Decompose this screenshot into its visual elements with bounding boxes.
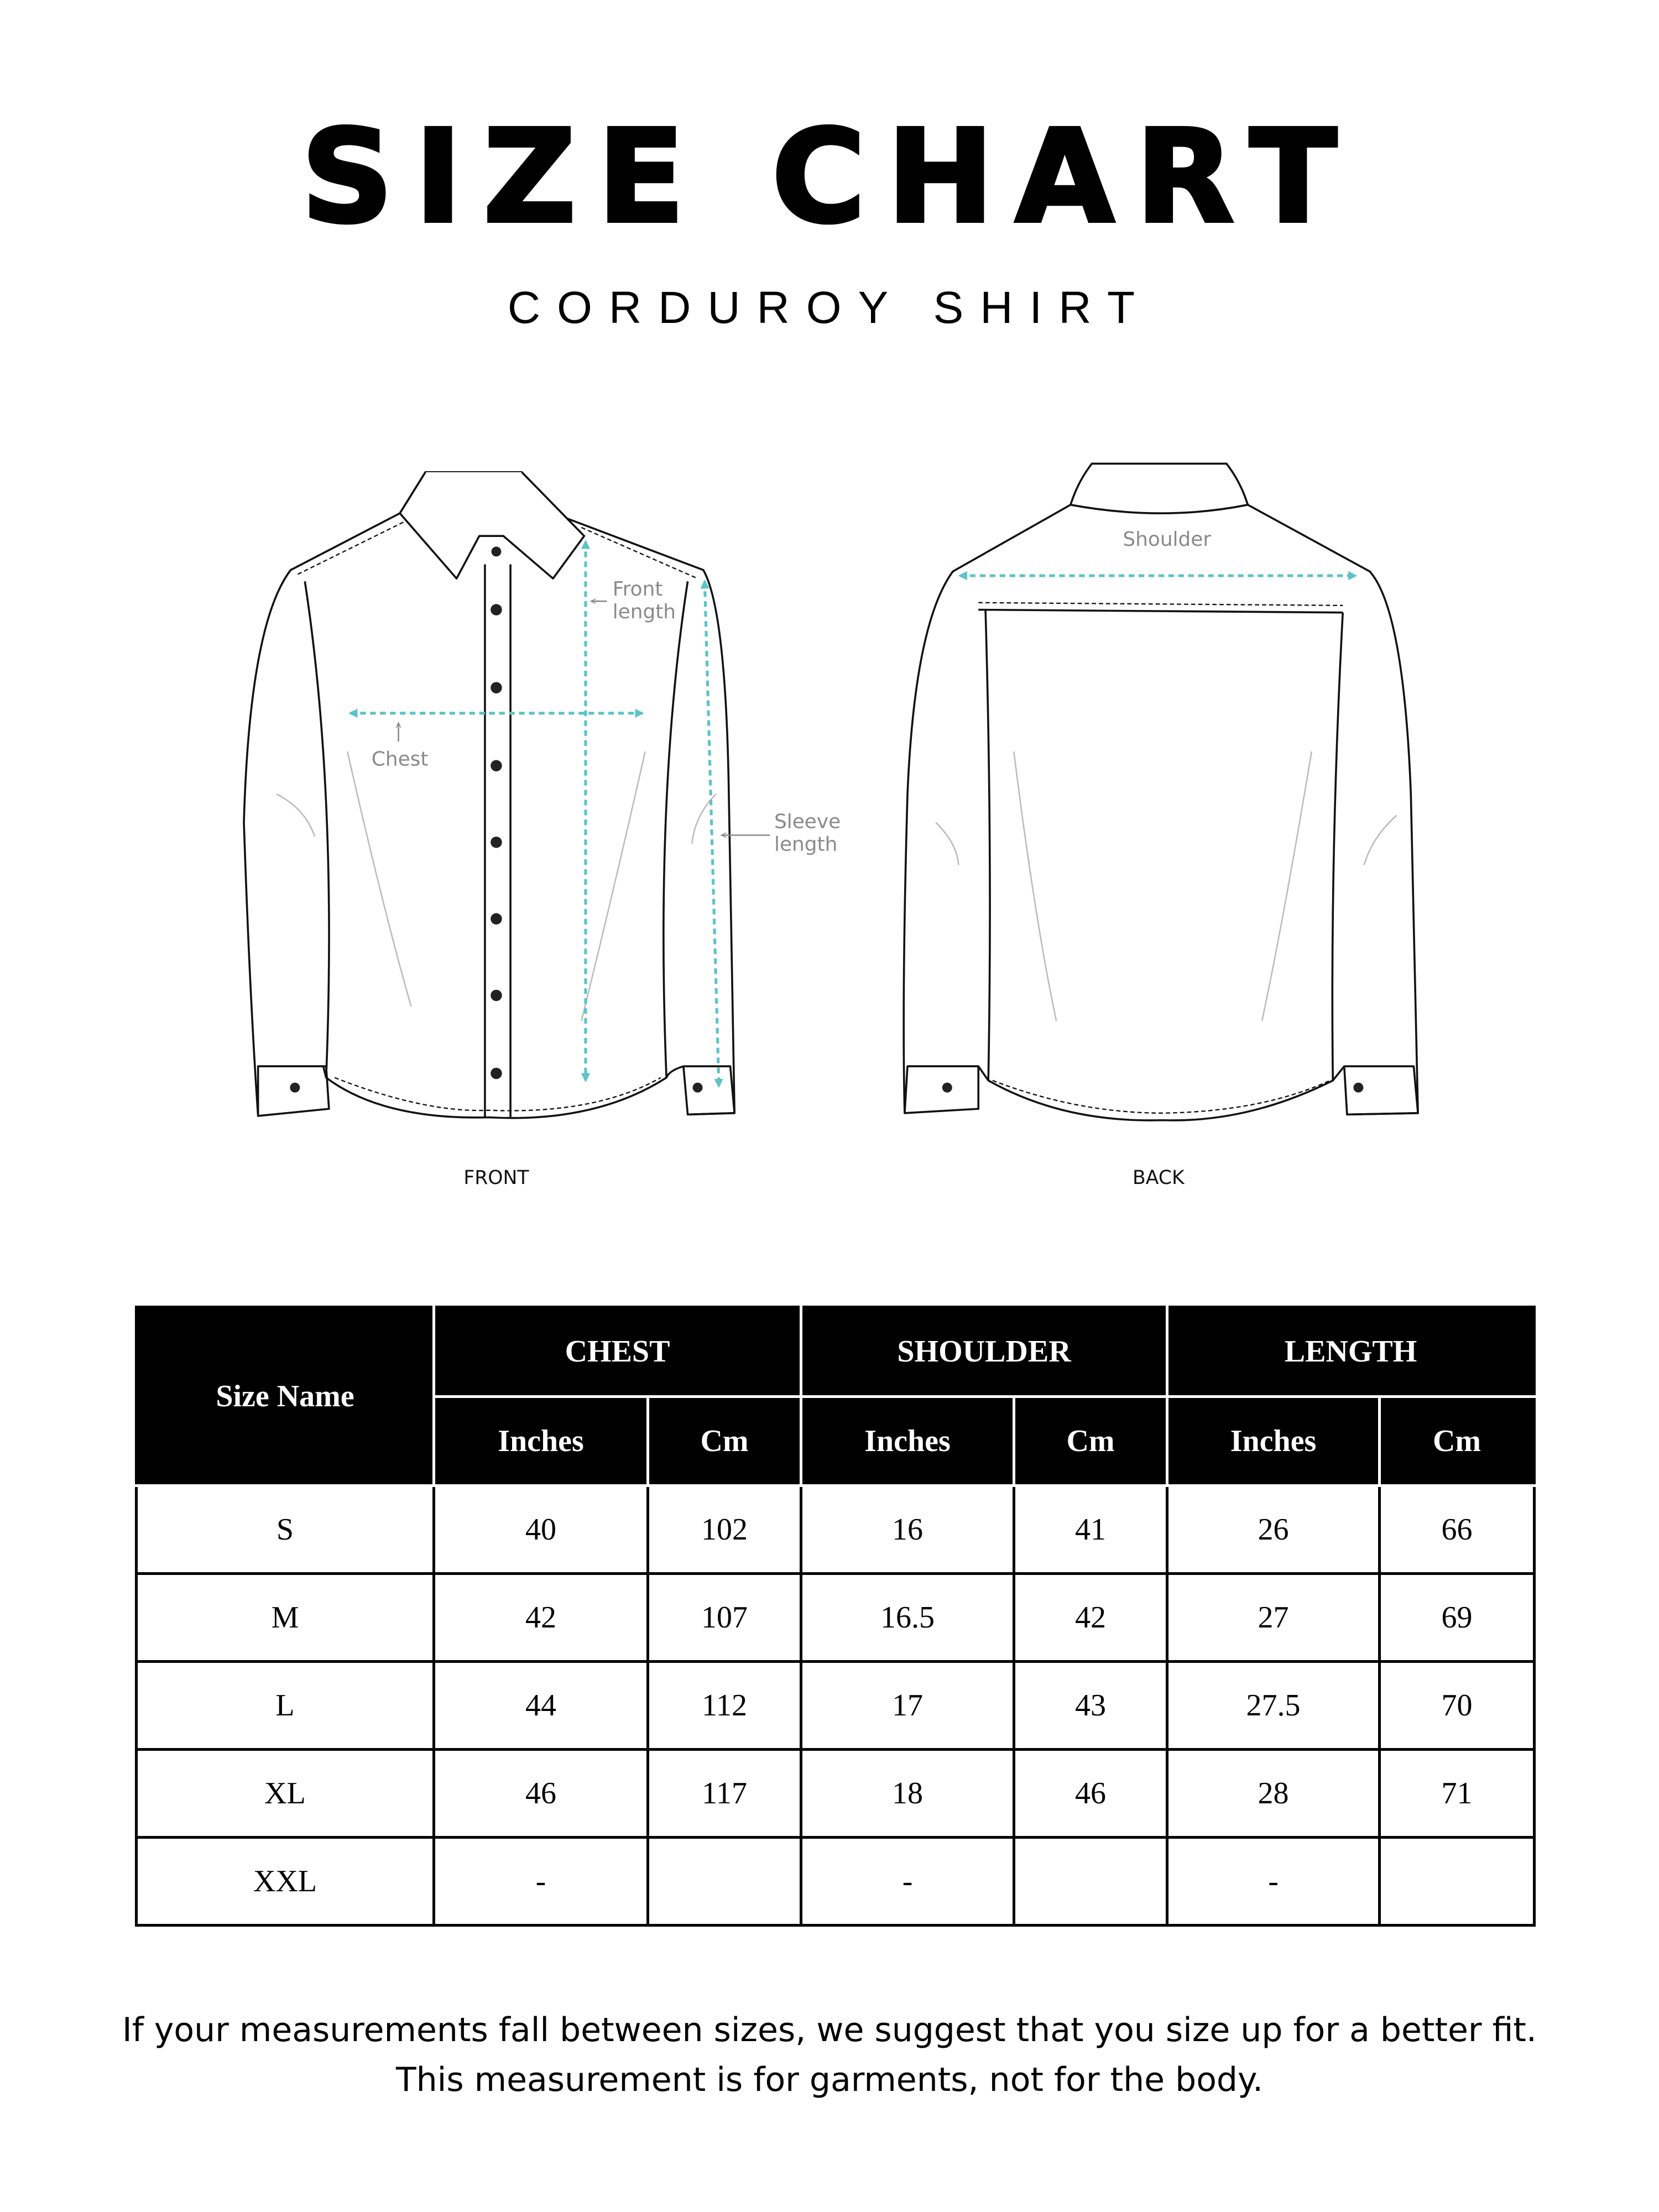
length-header: LENGTH	[1166, 1306, 1536, 1398]
unit-header: Inches	[800, 1395, 1016, 1487]
back-shirt-drawing	[902, 462, 1419, 1121]
size-cell: L	[135, 1660, 435, 1751]
table-row: M 42 107 16.5 42 27 69	[135, 1572, 1536, 1663]
size-cell: XXL	[135, 1836, 435, 1927]
button-icon	[290, 1082, 300, 1093]
product-name: CORDUROY SHIRT	[507, 283, 1152, 333]
sleeve-length-measure-arrow	[700, 580, 723, 1088]
measurement-note-text: This measurement is for garments, not fo…	[395, 2060, 1264, 2099]
size-cell: XL	[135, 1748, 435, 1839]
table-row: XXL - - -	[135, 1836, 1536, 1927]
measurement-cell: 69	[1378, 1572, 1536, 1663]
table-row: XL 46 117 18 46 28 71	[135, 1748, 1536, 1839]
button-icon	[491, 546, 502, 557]
button-icon	[491, 836, 502, 848]
size-name-header: Size Name	[135, 1306, 435, 1487]
button-icon	[491, 989, 502, 1001]
measurement-cell	[1378, 1836, 1536, 1927]
measurement-cell: -	[1166, 1836, 1381, 1927]
measurement-cell: 42	[432, 1572, 649, 1663]
measurement-cell: 18	[800, 1748, 1016, 1839]
measurement-cell: 42	[1013, 1572, 1169, 1663]
measurement-cell	[1013, 1836, 1169, 1927]
front-shirt-drawing	[243, 471, 736, 1119]
button-icon	[491, 913, 502, 925]
measurement-cell: 102	[646, 1484, 803, 1575]
measurement-cell: 44	[432, 1660, 649, 1751]
fit-advice-text: If your measurements fall between sizes,…	[122, 2011, 1537, 2049]
measurement-cell: 16.5	[800, 1572, 1016, 1663]
measurement-cell: 17	[800, 1660, 1016, 1751]
unit-header: Inches	[1166, 1395, 1381, 1487]
front-view-label: FRONT	[463, 1167, 529, 1189]
button-icon	[692, 1082, 703, 1093]
measurement-cell: 16	[800, 1484, 1016, 1575]
measurement-cell: 71	[1378, 1748, 1536, 1839]
button-icon	[491, 682, 502, 693]
measurement-cell: 46	[1013, 1748, 1169, 1839]
measurement-cell: 112	[646, 1660, 803, 1751]
measurement-cell: 26	[1166, 1484, 1381, 1575]
shoulder-label: Shoulder	[1123, 528, 1211, 551]
button-icon	[491, 760, 502, 771]
measurement-cell	[646, 1836, 803, 1927]
front-buttons	[290, 546, 703, 1093]
table-row: S 40 102 16 41 26 66	[135, 1484, 1536, 1575]
front-measure-lines	[348, 540, 723, 1088]
unit-header: Cm	[1013, 1395, 1169, 1487]
page-title: SIZE CHART	[299, 102, 1358, 252]
shoulder-header: SHOULDER	[800, 1306, 1169, 1398]
measurement-cell: 27.5	[1166, 1660, 1381, 1751]
unit-header: Inches	[432, 1395, 649, 1487]
chest-header: CHEST	[432, 1306, 803, 1398]
measurement-cell: -	[432, 1836, 649, 1927]
sleeve-length-label: length	[774, 833, 837, 855]
measurement-cell: 27	[1166, 1572, 1381, 1663]
measurement-cell: 70	[1378, 1660, 1536, 1751]
measurement-cell: 46	[432, 1748, 649, 1839]
button-icon	[942, 1082, 952, 1093]
measurement-cell: 117	[646, 1748, 803, 1839]
size-cell: S	[135, 1484, 435, 1575]
size-chart-table: Size Name CHEST SHOULDER LENGTH Inches C…	[135, 1306, 1536, 1927]
unit-header: Cm	[1378, 1395, 1536, 1487]
measurement-cell: 28	[1166, 1748, 1381, 1839]
table-row: L 44 112 17 43 27.5 70	[135, 1660, 1536, 1751]
button-icon	[1353, 1082, 1364, 1093]
button-icon	[491, 1067, 502, 1079]
size-cell: M	[135, 1572, 435, 1663]
chest-label: Chest	[372, 748, 429, 771]
measurement-cell: 40	[432, 1484, 649, 1575]
measurement-cell: 43	[1013, 1660, 1169, 1751]
front-length-label: Front	[613, 578, 663, 601]
back-view-label: BACK	[1133, 1167, 1185, 1189]
unit-header: Cm	[646, 1395, 803, 1487]
measurement-cell: -	[800, 1836, 1016, 1927]
measurement-cell: 107	[646, 1572, 803, 1663]
button-icon	[491, 604, 502, 615]
measurement-cell: 66	[1378, 1484, 1536, 1575]
measurement-cell: 41	[1013, 1484, 1169, 1575]
front-length-label: length	[613, 601, 676, 623]
sleeve-length-label: Sleeve	[774, 810, 841, 833]
